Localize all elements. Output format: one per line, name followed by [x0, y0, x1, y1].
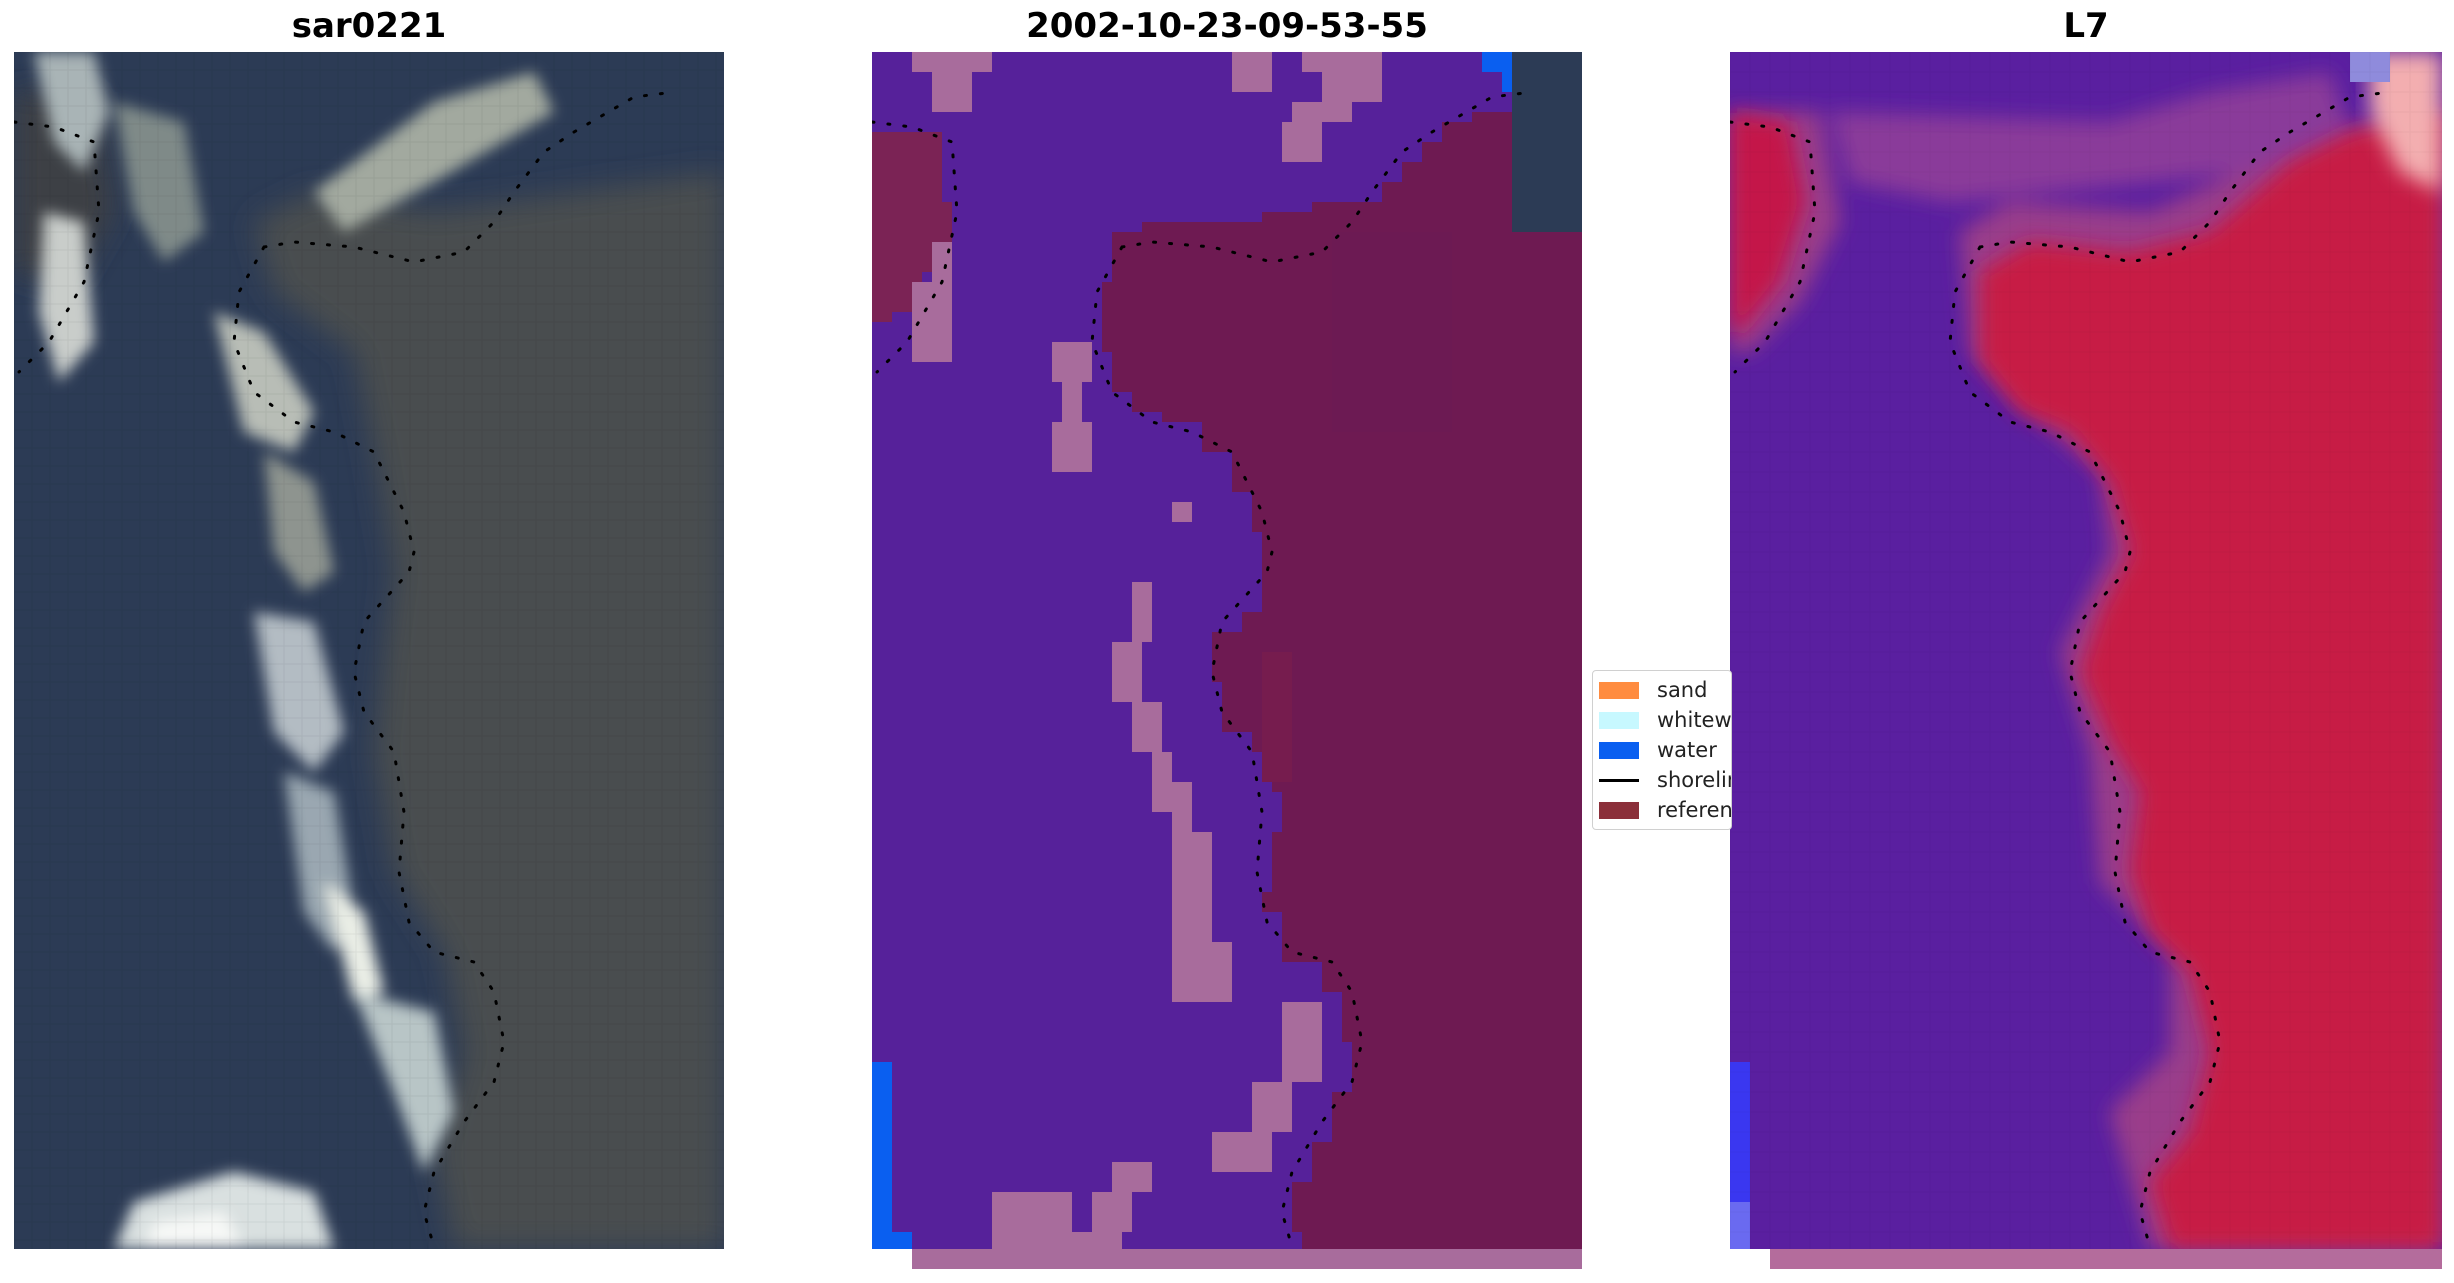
legend-label-reference: reference — [1657, 798, 1732, 822]
reference-patch-left — [872, 132, 952, 322]
bottom-strip — [1770, 1249, 2442, 1269]
legend-label-whitewater: whitewater — [1657, 708, 1732, 732]
index-map — [1730, 52, 2442, 1269]
legend-label-shoreline: shoreline — [1657, 768, 1731, 792]
legend-item-water: water — [1599, 737, 1717, 763]
legend-item-reference: reference — [1599, 797, 1732, 823]
sand-overlay-patches — [912, 52, 1582, 1269]
panel-title-index: L7 — [2063, 6, 2109, 46]
water-swatch — [1599, 741, 1639, 759]
rgb-image-panel — [14, 52, 724, 1249]
panel-title-classification: 2002-10-23-09-53-55 — [1026, 6, 1428, 46]
index-panel — [1730, 52, 2442, 1269]
legend-item-sand: sand — [1599, 677, 1707, 703]
panel-title-rgb: sar0221 — [291, 6, 447, 46]
legend-label-water: water — [1657, 738, 1717, 762]
reference-area — [1102, 92, 1582, 1249]
imagery-corner — [1512, 52, 1582, 232]
reference-swatch — [1599, 801, 1639, 819]
legend: sand whitewater water shoreline referenc… — [1592, 670, 1732, 830]
classification-panel — [872, 52, 1582, 1269]
whitewater-swatch — [1599, 711, 1639, 729]
rgb-image — [14, 52, 724, 1249]
shoreline-line-swatch — [1599, 778, 1639, 782]
classification-map — [872, 52, 1582, 1269]
legend-label-sand: sand — [1657, 678, 1708, 702]
sand-swatch — [1599, 681, 1639, 699]
legend-item-shoreline: shoreline — [1599, 767, 1731, 793]
legend-item-whitewater: whitewater — [1599, 707, 1732, 733]
water-patch-left — [872, 1062, 892, 1249]
